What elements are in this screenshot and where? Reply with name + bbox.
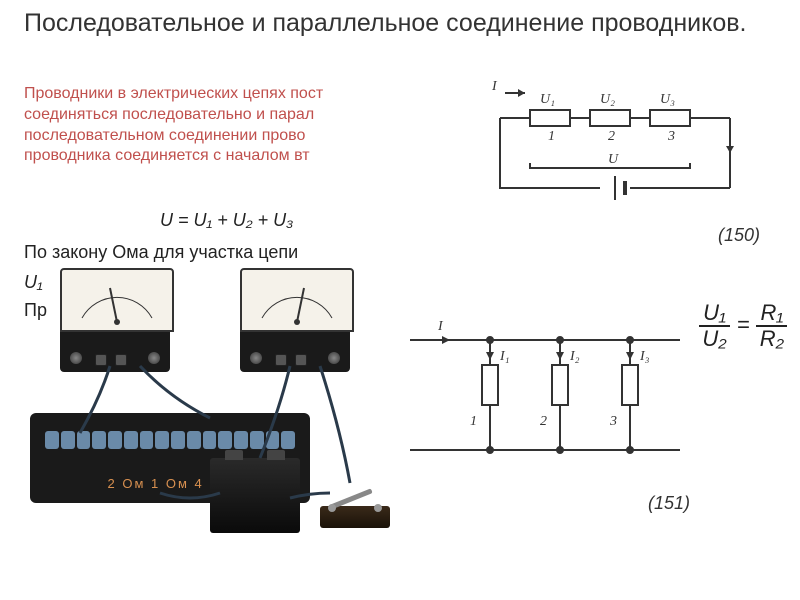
red-line1: Проводники в электрических цепях пост	[24, 85, 323, 102]
ammeter-right	[240, 268, 350, 368]
label-I1: I₁	[499, 349, 510, 364]
knob-icon	[328, 352, 340, 364]
label-p2: 2	[540, 414, 547, 429]
meter-face	[60, 268, 174, 332]
terminal-icon	[115, 354, 127, 366]
meter-face	[240, 268, 354, 332]
series-circuit-diagram: I U₁ U₂ U₃ 1 2 3 U (150)	[470, 68, 770, 248]
ratio-den2: R₂	[756, 326, 788, 351]
label-U2: U₂	[600, 92, 615, 107]
physics-slide: Последовательное и параллельное соединен…	[0, 0, 800, 600]
label-U: U	[608, 152, 619, 167]
label-U3: U₃	[660, 92, 675, 107]
slide-title: Последовательное и параллельное соединен…	[24, 8, 776, 38]
ammeter-left	[60, 268, 170, 368]
knob-icon	[250, 352, 262, 364]
label-n2: 2	[608, 129, 615, 144]
red-line4: проводника соединяется с началом вт	[24, 147, 310, 164]
label-n1: 1	[548, 129, 555, 144]
label-I-top: I	[437, 319, 444, 334]
knob-icon	[70, 352, 82, 364]
label-p1: 1	[470, 414, 477, 429]
rheostat-coils	[45, 431, 295, 449]
voltage-sum-formula: U = U₁ + U₂ + U₃	[160, 210, 293, 231]
parallel-circuit-diagram: I I₁ I₂ I₃ 1 2 3 (151)	[400, 310, 700, 520]
ratio-num1: U₁	[699, 300, 730, 327]
label-n3: 3	[667, 129, 675, 144]
intro-paragraph: Проводники в электрических цепях пост со…	[24, 84, 474, 167]
figure-number-150: (150)	[718, 225, 760, 246]
label-I: I	[491, 79, 498, 94]
lab-equipment: 2 Ом 1 Ом 4 Ом	[30, 268, 400, 548]
switch-post-icon	[374, 504, 382, 512]
terminal-icon	[95, 354, 107, 366]
meter-needle-icon	[242, 270, 352, 330]
label-p3: 3	[609, 414, 617, 429]
label-U1: U₁	[540, 92, 555, 107]
battery-box	[210, 458, 300, 533]
series-svg: I U₁ U₂ U₃ 1 2 3 U	[470, 68, 770, 248]
voltage-resistance-ratio: U₁ U₂ = R₁ R₂	[698, 300, 788, 352]
label-I3: I₃	[639, 349, 650, 364]
terminal-icon	[295, 354, 307, 366]
figure-number-151: (151)	[648, 493, 690, 514]
terminal-icon	[275, 354, 287, 366]
ratio-den1: U₂	[698, 326, 730, 351]
ratio-num2: R₁	[756, 300, 787, 327]
parallel-svg: I I₁ I₂ I₃ 1 2 3	[400, 310, 700, 490]
red-line2: соединяться последовательно и парал	[24, 106, 314, 123]
ohm-law-text: По закону Ома для участка цепи	[24, 242, 298, 263]
meter-body	[240, 332, 350, 372]
label-I2: I₂	[569, 349, 580, 364]
meter-needle-icon	[62, 270, 172, 330]
knife-switch	[320, 478, 390, 528]
meter-body	[60, 332, 170, 372]
red-line3: последовательном соединении прово	[24, 127, 305, 144]
switch-post-icon	[328, 504, 336, 512]
knob-icon	[148, 352, 160, 364]
